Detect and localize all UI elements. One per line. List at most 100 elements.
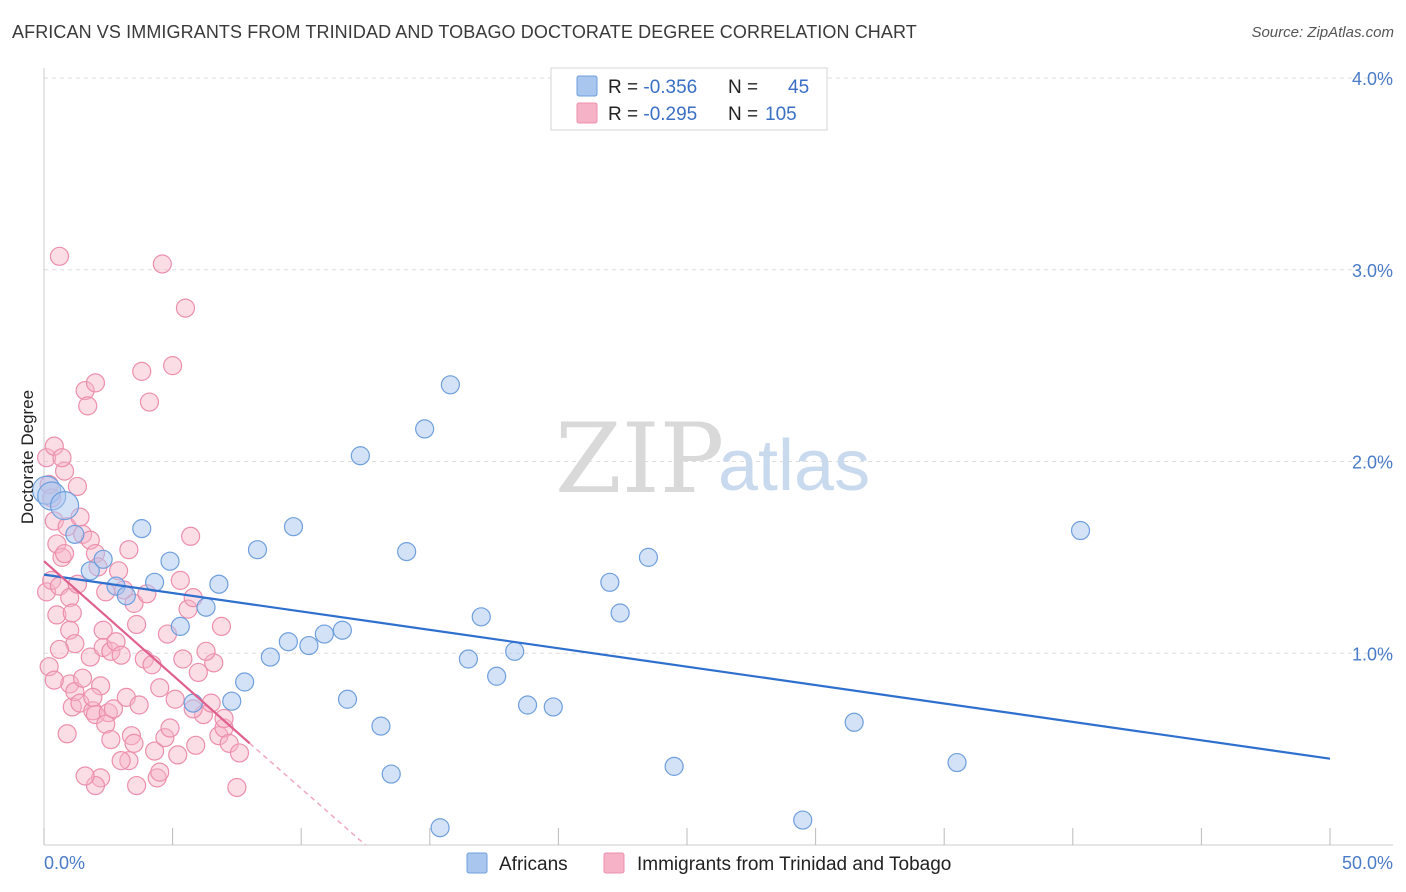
data-point-immigrants [132,361,152,381]
data-point-africans [247,540,268,560]
data-point-africans [471,607,491,627]
data-point-africans [397,542,417,562]
data-point-africans [80,561,100,581]
data-point-africans [196,597,216,617]
data-point-immigrants [78,396,98,416]
data-point-immigrants [52,448,72,468]
legend-row-immigrants: R = -0.295 [608,104,697,125]
data-point-immigrants [126,775,147,796]
data-point-immigrants [47,605,67,625]
data-point-immigrants [49,246,70,266]
watermark-atlas: atlas [718,426,870,506]
data-point-immigrants [124,733,144,753]
stats-legend: R = -0.356 N = 45 R = -0.295 N = 105 [550,67,828,131]
data-point-immigrants [119,540,139,560]
data-point-immigrants [139,392,160,412]
y-tick-label: 3.0% [1352,261,1393,281]
data-point-immigrants [126,614,147,635]
data-point-africans [458,649,478,669]
watermark: ZIP atlas [555,403,870,515]
data-point-immigrants [85,373,106,393]
y-axis-label: Doctorate Degree [18,390,37,524]
data-point-immigrants [165,689,185,709]
data-point-africans [793,810,813,830]
data-point-immigrants [155,728,175,748]
watermark-zip: ZIP [555,403,724,515]
data-point-immigrants [103,699,124,719]
data-point-africans [65,524,85,544]
data-point-africans [337,689,358,709]
data-point-africans [1070,520,1091,541]
bottom-legend-label-africans: Africans [499,854,568,875]
trend-line-immigrants-extrapolated [249,742,366,846]
bottom-legend-label-immigrants: Immigrants from Trinidad and Tobago [637,854,951,875]
data-point-africans [332,620,352,640]
data-point-immigrants [186,735,206,755]
data-point-africans [350,446,370,466]
data-point-africans [209,574,229,594]
legend-n-label: N = [728,104,758,125]
y-tick-label: 1.0% [1352,644,1393,664]
grid-layer [44,77,1393,654]
data-point-immigrants [152,254,172,274]
data-point-immigrants [219,733,239,753]
data-point-immigrants [119,751,139,771]
data-point-immigrants [204,653,224,673]
data-point-africans [415,419,435,439]
bottom-legend: Africans Immigrants from Trinidad and To… [466,852,951,875]
data-point-africans [517,695,538,715]
data-point-africans [600,572,620,592]
data-point-africans [283,517,304,537]
series-africans-points [31,375,1091,838]
data-point-africans [947,752,967,773]
legend-r-label: R = [608,104,643,125]
data-point-immigrants [181,526,201,546]
data-point-africans [430,818,450,838]
data-point-immigrants [83,687,103,707]
data-point-africans [116,586,136,606]
data-point-africans [235,672,255,692]
data-point-africans [487,666,507,686]
data-point-africans [543,697,563,717]
legend-r-value-africans: -0.356 [643,77,697,98]
axis-layer [43,68,1393,846]
data-point-immigrants [96,714,116,734]
data-point-immigrants [142,655,162,675]
data-point-immigrants [168,745,188,765]
data-point-immigrants [80,647,100,667]
data-point-immigrants [129,695,149,715]
data-point-immigrants [44,436,64,456]
data-point-africans [49,491,80,521]
data-point-immigrants [175,298,196,318]
y-tick-label: 4.0% [1352,69,1393,89]
data-point-africans [170,616,190,637]
data-point-immigrants [188,662,208,683]
data-point-immigrants [57,724,77,744]
trend-line-africans [43,573,1331,760]
data-point-immigrants [121,726,142,746]
bottom-legend-swatch-africans [466,852,488,874]
data-point-immigrants [170,570,190,590]
data-point-immigrants [150,762,170,782]
data-point-africans [371,716,391,736]
data-point-immigrants [93,620,113,640]
legend-row-africans: R = -0.356 [608,77,697,98]
chart-title: AFRICAN VS IMMIGRANTS FROM TRINIDAD AND … [12,22,917,42]
data-point-africans [278,632,298,652]
data-point-africans [93,549,113,569]
data-point-immigrants [111,645,131,665]
data-point-immigrants [67,476,88,497]
x-tick-labels: 0.0% 50.0% [44,853,1393,873]
data-point-immigrants [227,777,247,798]
x-tick-label-max: 50.0% [1342,853,1393,873]
data-point-immigrants [75,380,95,401]
data-point-immigrants [163,356,183,376]
legend-r-value-immigrants: -0.295 [643,104,697,125]
data-point-immigrants [173,649,193,669]
data-point-africans [132,519,152,539]
data-point-immigrants [49,639,70,660]
data-point-immigrants [101,729,121,750]
data-point-immigrants [144,741,165,761]
data-point-africans [183,693,203,713]
